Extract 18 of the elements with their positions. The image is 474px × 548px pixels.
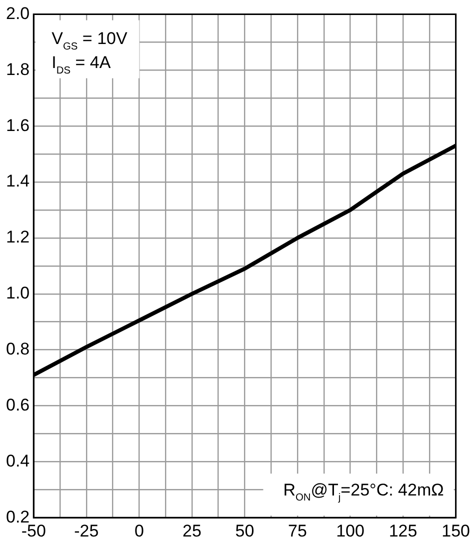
x-tick-label: 25 (182, 521, 202, 540)
x-tick-label: 75 (288, 521, 307, 540)
x-tick-label: -25 (74, 521, 99, 540)
y-tick-label: 2.0 (6, 4, 30, 23)
x-tick-label: 125 (388, 521, 418, 540)
x-tick-label: 50 (235, 521, 254, 540)
y-tick-label: 0.6 (6, 395, 30, 414)
x-tick-label: -50 (21, 521, 46, 540)
y-tick-label: 1.0 (6, 284, 30, 303)
y-tick-label: 0.8 (6, 339, 30, 358)
y-tick-label: 0.4 (6, 451, 30, 470)
x-tick-label: 150 (442, 521, 470, 540)
y-tick-label: 1.4 (6, 172, 30, 191)
x-tick-label: 100 (336, 521, 364, 540)
y-tick-label: 1.2 (6, 228, 30, 247)
y-tick-label: 1.6 (6, 116, 30, 135)
y-tick-label: 1.8 (6, 60, 30, 79)
x-tick-label: 0 (134, 521, 144, 540)
